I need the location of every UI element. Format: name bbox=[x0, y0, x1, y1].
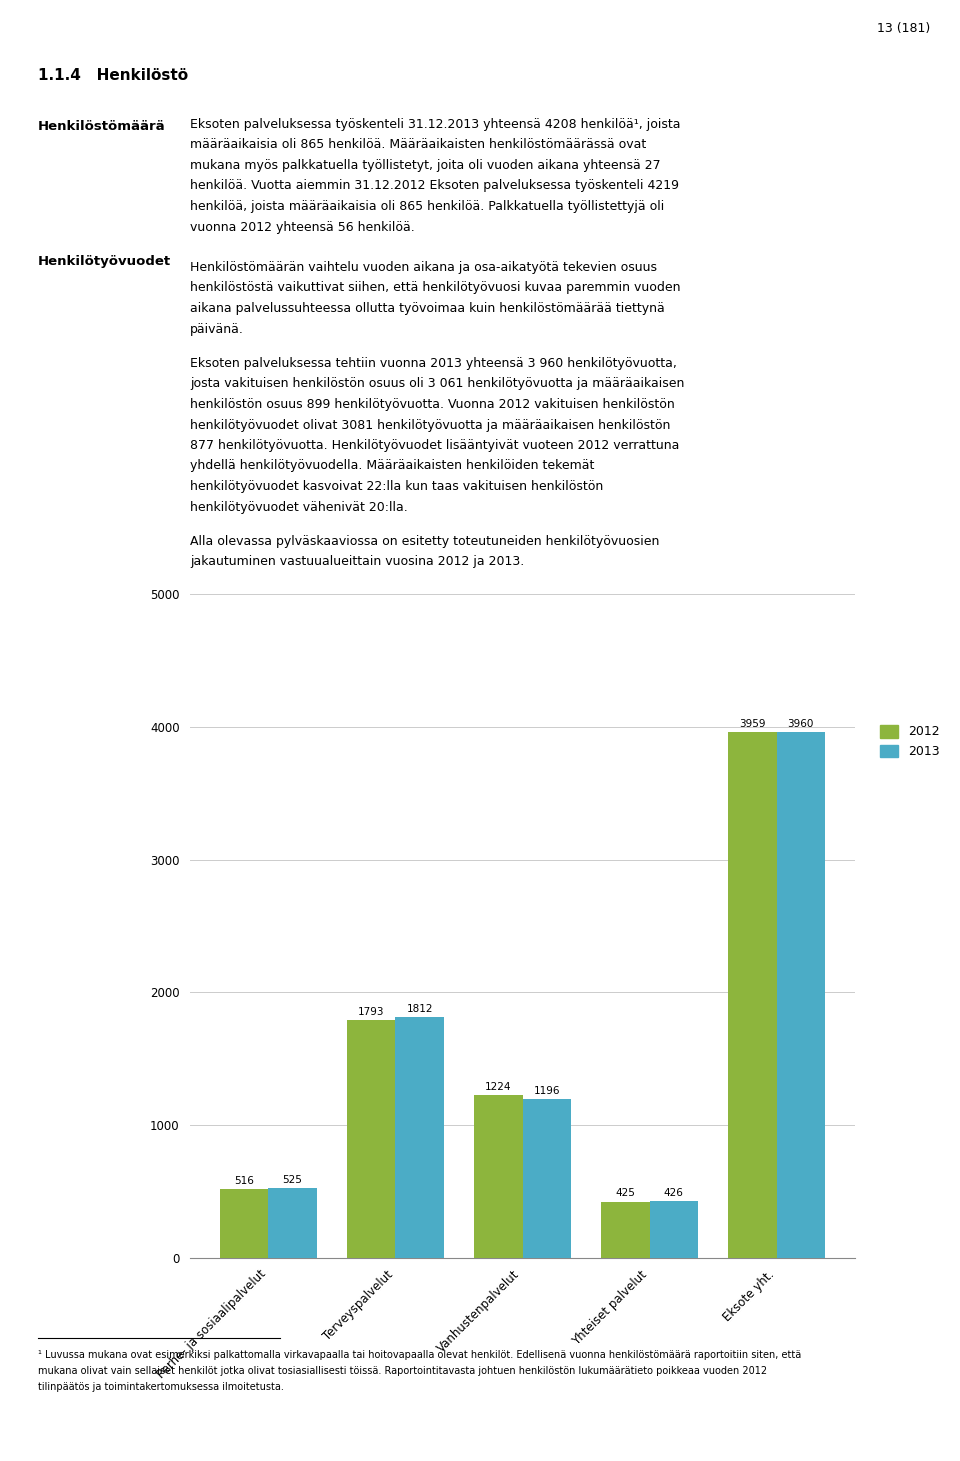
Text: Eksoten palveluksessa tehtiin vuonna 2013 yhteensä 3 960 henkilötyövuotta,: Eksoten palveluksessa tehtiin vuonna 201… bbox=[190, 356, 677, 370]
Bar bbox=[220, 1189, 269, 1258]
Text: 13 (181): 13 (181) bbox=[876, 22, 930, 35]
Text: 877 henkilötyövuotta. Henkilötyövuodet lisääntyivät vuoteen 2012 verrattuna: 877 henkilötyövuotta. Henkilötyövuodet l… bbox=[190, 438, 680, 451]
Text: 425: 425 bbox=[615, 1188, 636, 1198]
Text: josta vakituisen henkilöstön osuus oli 3 061 henkilötyövuotta ja määräaikaisen: josta vakituisen henkilöstön osuus oli 3… bbox=[190, 377, 684, 390]
Bar bbox=[650, 1201, 698, 1258]
Text: henkilöä. Vuotta aiemmin 31.12.2012 Eksoten palveluksessa työskenteli 4219: henkilöä. Vuotta aiemmin 31.12.2012 Ekso… bbox=[190, 180, 679, 193]
Bar bbox=[348, 1020, 396, 1258]
Text: henkilötyövuodet kasvoivat 22:lla kun taas vakituisen henkilöstön: henkilötyövuodet kasvoivat 22:lla kun ta… bbox=[190, 481, 603, 492]
Text: 3960: 3960 bbox=[787, 719, 814, 729]
Text: Henkilöstömäärä: Henkilöstömäärä bbox=[38, 120, 166, 133]
Legend: 2012, 2013: 2012, 2013 bbox=[875, 720, 945, 763]
Text: 516: 516 bbox=[234, 1176, 254, 1186]
Text: 525: 525 bbox=[282, 1175, 302, 1185]
Text: Henkilöstömäärän vaihtelu vuoden aikana ja osa-aikatyötä tekevien osuus: Henkilöstömäärän vaihtelu vuoden aikana … bbox=[190, 262, 657, 275]
Bar bbox=[269, 1188, 317, 1258]
Text: jakautuminen vastuualueittain vuosina 2012 ja 2013.: jakautuminen vastuualueittain vuosina 20… bbox=[190, 555, 524, 568]
Text: 1224: 1224 bbox=[485, 1083, 512, 1093]
Text: henkilötyövuodet olivat 3081 henkilötyövuotta ja määräaikaisen henkilöstön: henkilötyövuodet olivat 3081 henkilötyöv… bbox=[190, 418, 670, 431]
Text: Eksoten palveluksessa työskenteli 31.12.2013 yhteensä 4208 henkilöä¹, joista: Eksoten palveluksessa työskenteli 31.12.… bbox=[190, 118, 681, 131]
Text: henkilöä, joista määräaikaisia oli 865 henkilöä. Palkkatuella työllistettyjä oli: henkilöä, joista määräaikaisia oli 865 h… bbox=[190, 200, 664, 213]
Text: 1812: 1812 bbox=[406, 1004, 433, 1014]
Text: 1196: 1196 bbox=[534, 1086, 560, 1096]
Bar bbox=[522, 1099, 571, 1258]
Text: määräaikaisia oli 865 henkilöä. Määräaikaisten henkilöstömäärässä ovat: määräaikaisia oli 865 henkilöä. Määräaik… bbox=[190, 139, 646, 152]
Text: 426: 426 bbox=[663, 1188, 684, 1198]
Text: Henkilötyövuodet: Henkilötyövuodet bbox=[38, 256, 171, 267]
Text: Alla olevassa pylväskaaviossa on esitetty toteutuneiden henkilötyövuosien: Alla olevassa pylväskaaviossa on esitett… bbox=[190, 535, 660, 548]
Text: 1793: 1793 bbox=[358, 1007, 385, 1017]
Text: henkilöstön osuus 899 henkilötyövuotta. Vuonna 2012 vakituisen henkilöstön: henkilöstön osuus 899 henkilötyövuotta. … bbox=[190, 397, 675, 411]
Text: henkilötyövuodet vähenivät 20:lla.: henkilötyövuodet vähenivät 20:lla. bbox=[190, 501, 408, 513]
Text: tilinpäätös ja toimintakertomuksessa ilmoitetusta.: tilinpäätös ja toimintakertomuksessa ilm… bbox=[38, 1382, 284, 1392]
Text: mukana myös palkkatuella työllistetyt, joita oli vuoden aikana yhteensä 27: mukana myös palkkatuella työllistetyt, j… bbox=[190, 159, 660, 172]
Bar bbox=[729, 732, 777, 1258]
Text: 1.1.4   Henkilöstö: 1.1.4 Henkilöstö bbox=[38, 69, 188, 83]
Bar bbox=[777, 732, 825, 1258]
Text: ¹ Luvussa mukana ovat esimerkiksi palkattomalla virkavapaalla tai hoitovapaalla : ¹ Luvussa mukana ovat esimerkiksi palkat… bbox=[38, 1350, 802, 1360]
Text: vuonna 2012 yhteensä 56 henkilöä.: vuonna 2012 yhteensä 56 henkilöä. bbox=[190, 221, 415, 234]
Text: päivänä.: päivänä. bbox=[190, 323, 244, 336]
Bar bbox=[601, 1201, 650, 1258]
Text: yhdellä henkilötyövuodella. Määräaikaisten henkilöiden tekemät: yhdellä henkilötyövuodella. Määräaikaist… bbox=[190, 460, 594, 472]
Bar bbox=[396, 1017, 444, 1258]
Text: henkilöstöstä vaikuttivat siihen, että henkilötyövuosi kuvaa paremmin vuoden: henkilöstöstä vaikuttivat siihen, että h… bbox=[190, 282, 681, 295]
Bar bbox=[474, 1096, 522, 1258]
Text: 3959: 3959 bbox=[739, 719, 766, 729]
Text: aikana palvelussuhteessa ollutta työvoimaa kuin henkilöstömäärää tiettynä: aikana palvelussuhteessa ollutta työvoim… bbox=[190, 302, 664, 316]
Text: mukana olivat vain sellaiset henkilöt jotka olivat tosiasiallisesti töissä. Rapo: mukana olivat vain sellaiset henkilöt jo… bbox=[38, 1366, 767, 1376]
